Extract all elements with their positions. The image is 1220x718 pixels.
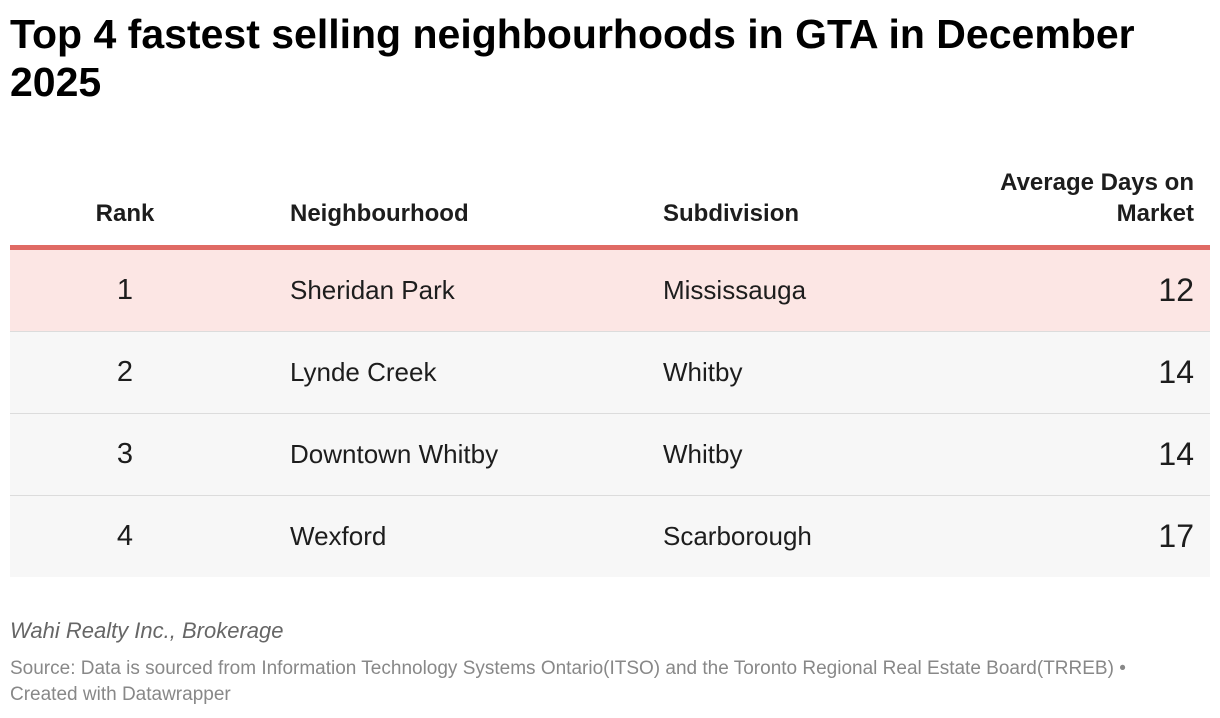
- days-on-market-cell: 17: [1158, 518, 1194, 554]
- subdivision-cell: Whitby: [663, 439, 743, 469]
- column-header-neighbourhood[interactable]: Neighbourhood: [290, 200, 469, 227]
- neighbourhood-cell: Wexford: [290, 521, 387, 551]
- table-header: Rank Neighbourhood Subdivision Average D…: [10, 160, 1210, 245]
- column-header-subdivision[interactable]: Subdivision: [663, 200, 800, 227]
- chart-title: Top 4 fastest selling neighbourhoods in …: [10, 11, 1135, 105]
- subdivision-cell: Scarborough: [663, 521, 812, 551]
- data-table: Rank Neighbourhood Subdivision Average D…: [10, 160, 1210, 577]
- rank-cell: 1: [116, 274, 134, 306]
- days-on-market-cell: 12: [1158, 272, 1194, 308]
- table-row: 1 Sheridan Park Mississauga 12: [10, 250, 1210, 332]
- subdivision-cell: Mississauga: [663, 275, 807, 305]
- rank-cell: 2: [116, 356, 134, 388]
- table-body: 1 Sheridan Park Mississauga 12 2 Lynde C…: [10, 250, 1210, 577]
- byline: Wahi Realty Inc., Brokerage: [10, 618, 284, 643]
- neighbourhood-cell: Downtown Whitby: [290, 439, 499, 469]
- subdivision-cell: Whitby: [663, 357, 743, 387]
- rank-cell: 3: [116, 438, 134, 470]
- days-on-market-cell: 14: [1158, 436, 1194, 472]
- table-row: 4 Wexford Scarborough 17: [10, 496, 1210, 577]
- neighbourhood-cell: Sheridan Park: [290, 275, 455, 305]
- header-divider: [10, 245, 1210, 250]
- rank-cell: 4: [116, 520, 134, 552]
- source-note: Source: Data is sourced from Information…: [10, 658, 1126, 705]
- table-row: 2 Lynde Creek Whitby 14: [10, 332, 1210, 414]
- column-header-rank[interactable]: Rank: [95, 200, 155, 227]
- neighbourhood-cell: Lynde Creek: [290, 357, 437, 387]
- column-header-average-days[interactable]: Average Days on Market: [1000, 169, 1194, 227]
- table-row: 3 Downtown Whitby Whitby 14: [10, 414, 1210, 496]
- days-on-market-cell: 14: [1158, 354, 1194, 390]
